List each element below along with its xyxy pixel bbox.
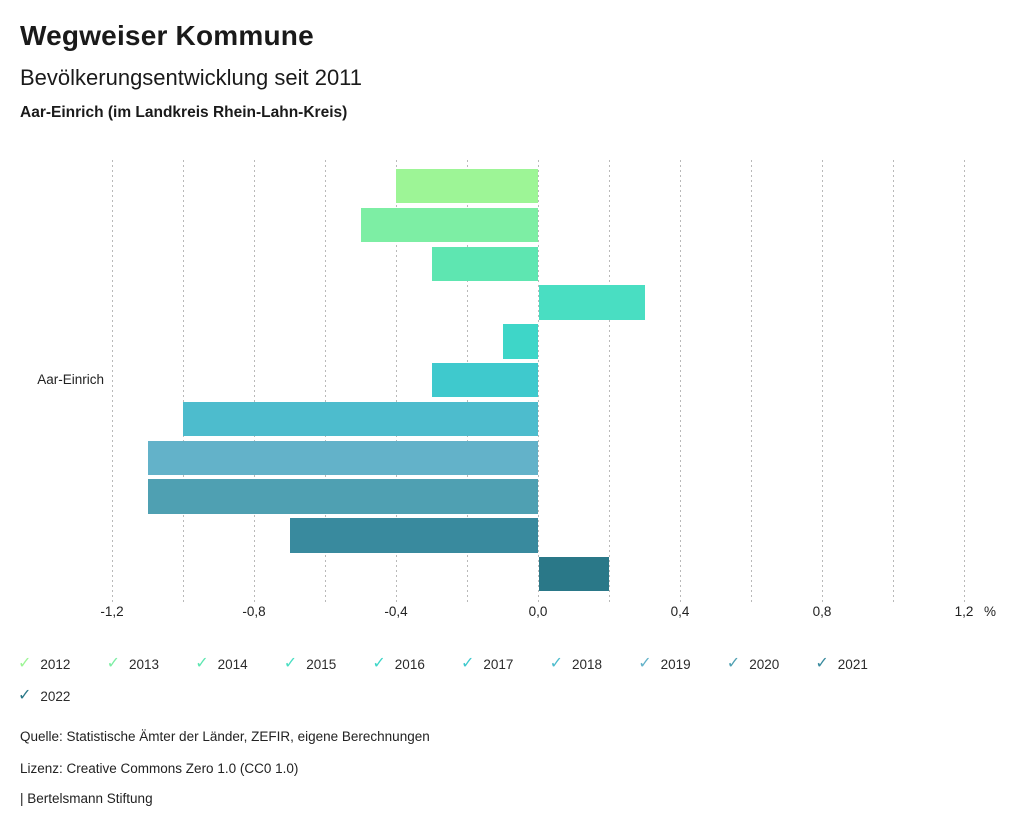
legend-item-label: 2013 <box>129 656 160 672</box>
gridline <box>893 160 894 603</box>
bar-2014[interactable] <box>431 246 538 281</box>
check-icon: ✓ <box>18 655 32 672</box>
legend-item-2013[interactable]: ✓ 2013 <box>107 654 159 674</box>
check-icon: ✓ <box>815 655 829 672</box>
bar-2013[interactable] <box>360 207 538 243</box>
legend-item-label: 2022 <box>40 688 71 704</box>
check-icon: ✓ <box>18 687 32 704</box>
bar-2020[interactable] <box>147 479 538 514</box>
legend-item-2018[interactable]: ✓ 2018 <box>550 654 602 674</box>
x-tick-label: 1,2 <box>954 604 974 619</box>
check-icon: ✓ <box>638 655 652 672</box>
legend-item-2012[interactable]: ✓ 2012 <box>18 654 70 674</box>
bar-2019[interactable] <box>147 440 538 475</box>
gridline <box>183 160 184 603</box>
gridline <box>609 160 610 603</box>
x-tick-label: -0,8 <box>242 604 266 619</box>
legend-item-label: 2020 <box>749 656 780 672</box>
bar-2022[interactable] <box>539 557 609 592</box>
legend-item-2015[interactable]: ✓ 2015 <box>284 654 336 674</box>
gridline <box>396 160 397 603</box>
legend-item-2014[interactable]: ✓ 2014 <box>195 654 247 674</box>
check-icon: ✓ <box>106 655 120 672</box>
legend-item-2019[interactable]: ✓ 2019 <box>638 654 690 674</box>
gridline <box>751 160 752 603</box>
footer-attribution: | Bertelsmann Stiftung <box>20 791 153 806</box>
gridline <box>254 160 255 603</box>
footer-source: Quelle: Statistische Ämter der Länder, Z… <box>20 729 430 744</box>
chart-title: Bevölkerungsentwicklung seit 2011 <box>20 65 363 90</box>
legend-item-label: 2016 <box>394 656 425 672</box>
gridline <box>680 160 681 603</box>
legend-item-2016[interactable]: ✓ 2016 <box>372 654 424 674</box>
gridline <box>538 160 539 603</box>
bar-2016[interactable] <box>502 324 538 359</box>
y-axis-category-label: Aar-Einrich <box>37 372 104 387</box>
legend-item-label: 2019 <box>660 656 691 672</box>
bar-2015[interactable] <box>539 285 645 320</box>
check-icon: ✓ <box>195 655 209 672</box>
check-icon: ✓ <box>549 655 563 672</box>
bar-2021[interactable] <box>289 518 538 553</box>
x-tick-label: -0,4 <box>384 604 408 619</box>
x-tick-label: 0,4 <box>670 604 690 619</box>
x-tick-label: 0,0 <box>528 604 548 619</box>
legend-item-label: 2015 <box>306 656 337 672</box>
bar-2012[interactable] <box>396 169 538 204</box>
gridline <box>822 160 823 603</box>
legend-item-label: 2021 <box>837 656 868 672</box>
legend-item-label: 2012 <box>40 656 71 672</box>
legend-item-2022[interactable]: ✓ 2022 <box>18 686 70 706</box>
region-subtitle: Aar-Einrich (im Landkreis Rhein-Lahn-Kre… <box>20 104 348 121</box>
legend-item-2020[interactable]: ✓ 2020 <box>727 654 779 674</box>
x-tick-label: 0,8 <box>812 604 832 619</box>
check-icon: ✓ <box>372 655 386 672</box>
legend-item-label: 2017 <box>483 656 514 672</box>
legend-item-2017[interactable]: ✓ 2017 <box>461 654 513 674</box>
gridline <box>964 160 965 603</box>
bar-2018[interactable] <box>183 401 538 437</box>
bar-2017[interactable] <box>431 363 538 398</box>
plot-area <box>112 160 965 603</box>
gridline <box>112 160 113 603</box>
check-icon: ✓ <box>726 655 741 672</box>
check-icon: ✓ <box>461 655 475 672</box>
x-tick-label: -1,2 <box>100 604 124 619</box>
legend-item-2021[interactable]: ✓ 2021 <box>815 654 867 674</box>
app-title: Wegweiser Kommune <box>20 20 314 51</box>
x-axis: % -1,2 -0,8 -0,4 0,0 0,4 0,8 1,2 <box>100 604 1012 622</box>
x-axis-unit-label: % <box>984 604 997 619</box>
footer-license: Lizenz: Creative Commons Zero 1.0 (CC0 1… <box>20 761 299 776</box>
check-icon: ✓ <box>283 655 298 672</box>
legend: ✓ 2012 ✓ 2013 ✓ 2014 ✓ 2015 ✓ 2016 ✓ 2017 ✓ 2018 ✓ 2019… <box>0 650 1024 714</box>
legend-item-label: 2014 <box>217 656 248 672</box>
gridline <box>325 160 326 603</box>
legend-item-label: 2018 <box>572 656 603 672</box>
